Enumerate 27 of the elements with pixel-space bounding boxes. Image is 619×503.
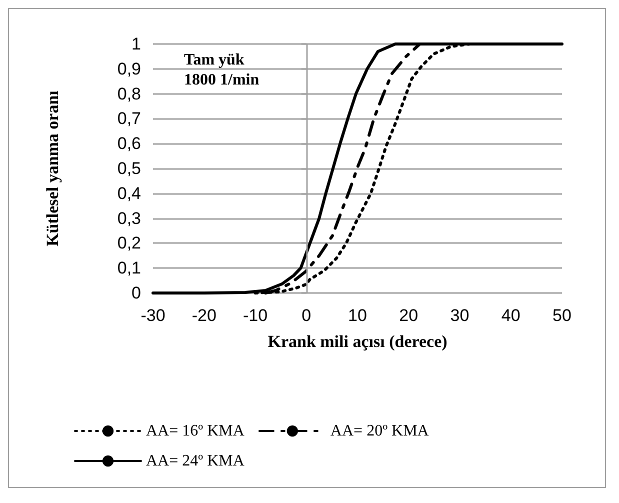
x-tick-label: 20 (399, 306, 418, 325)
y-tick-label: 0,3 (117, 208, 141, 228)
x-tick-label: -20 (192, 306, 216, 325)
y-tick-label: 0,9 (117, 59, 141, 78)
y-tick-label: 0,6 (117, 134, 141, 154)
annotation: 1800 1/min (184, 72, 260, 88)
x-tick-label: -30 (140, 306, 166, 325)
x-axis-title: Krank mili açısı (derece) (268, 332, 448, 351)
y-tick-label: 0,5 (117, 159, 141, 178)
y-tick-label: 0,4 (117, 184, 141, 203)
legend-label: AA= 20º KMA (330, 422, 430, 440)
x-tick-label: 40 (501, 306, 520, 325)
x-tick-label: 30 (450, 306, 470, 325)
x-tick-label: 0 (302, 306, 312, 325)
annotation: Tam yük (184, 52, 244, 68)
y-tick-label: 0,2 (117, 234, 141, 253)
y-tick-label: 0 (132, 284, 141, 302)
y-axis-title: Kütlesel yanma oranı (43, 90, 62, 246)
y-tick-label: 0,7 (117, 109, 141, 128)
legend-label: AA= 16º KMA (146, 422, 245, 440)
y-tick-label: 0,8 (117, 84, 141, 104)
legend-label: AA= 24º KMA (146, 452, 245, 470)
x-tick-label: -10 (242, 306, 268, 325)
y-tick-label: 1 (132, 34, 141, 54)
x-tick-label: 50 (552, 306, 572, 325)
x-tick-label: 10 (348, 306, 367, 325)
y-tick-label: 0,1 (117, 258, 141, 278)
